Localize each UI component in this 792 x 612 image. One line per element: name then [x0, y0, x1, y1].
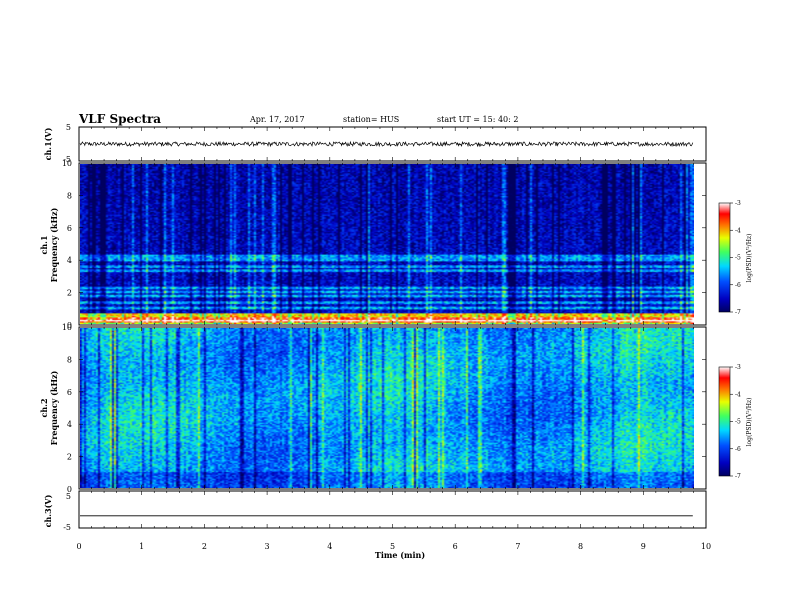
x-tick-label: 1 [139, 542, 144, 551]
station-label: station= HUS [343, 115, 399, 124]
ch1-spectrogram-panel: 0 2 4 6 8 10 ch.1 Frequency (kHz) [39, 159, 707, 330]
ch3-waveform-frame [78, 490, 707, 529]
ch1-waveform-ylabel: ch.1(V) [43, 127, 53, 160]
time-axis: 0 1 2 3 4 5 6 7 8 9 10 [76, 127, 711, 551]
y-tick-label: 6 [67, 388, 72, 397]
figure-title: VLF Spectra [78, 112, 161, 126]
ch1-waveform-panel: 5 -5 ch.1(V) [43, 123, 707, 164]
ch3-ytick-bottom: -5 [63, 523, 71, 532]
colorbar-tick-label: -3 [735, 364, 741, 371]
x-tick-label: 0 [76, 542, 81, 551]
colorbar-tick-label: -5 [735, 255, 741, 262]
ch1-colorbar-label: log(PSD)(V²/Hz) [746, 234, 753, 283]
y-tick-label: 10 [62, 159, 72, 168]
colorbar-tick-label: -5 [735, 419, 741, 426]
waveform-line [79, 140, 694, 148]
x-tick-label: 2 [202, 542, 207, 551]
start-time-label: start UT = 15: 40: 2 [437, 115, 518, 124]
ch3-waveform-ylabel: ch.3(V) [43, 494, 53, 527]
colorbar-tick-label: -7 [735, 473, 741, 480]
ch2-colorbar: -3 -4 -5 -6 -7 log(PSD)(V²/Hz) [718, 364, 753, 480]
colorbar-tick-label: -4 [735, 391, 741, 398]
ch1-colorbar-ticks: -3 -4 -5 -6 -7 [730, 200, 741, 316]
y-tick-label: 2 [67, 453, 72, 462]
colorbar-tick-label: -4 [735, 227, 741, 234]
colorbar-tick-label: -7 [735, 309, 741, 316]
ch1-colorbar-gradient [718, 202, 731, 313]
ch2-spectrogram-panel: 0 2 4 6 8 10 ch.2 Frequency (kHz) [39, 323, 707, 494]
y-tick-label: 4 [67, 256, 72, 265]
ch1-waveform-trace [79, 140, 694, 148]
ch2-spectrogram-ylabel-freq: Frequency (kHz) [49, 370, 59, 445]
ch1-ytick-top: 5 [66, 123, 71, 132]
colorbar-tick-label: -6 [735, 282, 741, 289]
colorbar-tick-label: -3 [735, 200, 741, 207]
ch2-spectrogram-yticks: 0 2 4 6 8 10 [62, 323, 706, 494]
y-tick-label: 4 [67, 420, 72, 429]
ch2-spectrogram-image [80, 328, 694, 488]
x-tick-label: 7 [515, 542, 520, 551]
ch1-spectrogram-ylabel-channel: ch.1 [39, 235, 49, 254]
x-tick-label: 4 [327, 542, 332, 551]
y-tick-label: 0 [67, 321, 72, 330]
y-tick-label: 8 [67, 355, 72, 364]
y-tick-label: 8 [67, 191, 72, 200]
ch1-ytick-bottom: -5 [63, 155, 71, 164]
x-tick-label: 9 [641, 542, 646, 551]
colorbar-tick-label: -6 [735, 446, 741, 453]
time-axis-label: Time (min) [375, 550, 425, 560]
ch2-colorbar-label: log(PSD)(V²/Hz) [746, 398, 753, 447]
x-tick-label: 10 [701, 542, 711, 551]
y-tick-label: 10 [62, 323, 72, 332]
date-label: Apr. 17, 2017 [249, 115, 305, 124]
ch1-spectrogram-yticks: 0 2 4 6 8 10 [62, 159, 706, 330]
y-tick-label: 6 [67, 224, 72, 233]
x-tick-label: 5 [390, 542, 395, 551]
ch1-spectrogram-image [80, 164, 694, 324]
ch3-ytick-top: 5 [66, 492, 71, 501]
x-tick-label: 6 [453, 542, 458, 551]
ch1-colorbar: -3 -4 -5 -6 -7 log(PSD)(V²/Hz) [718, 200, 753, 316]
ch1-waveform-frame [78, 126, 707, 162]
y-tick-label: 2 [67, 289, 72, 298]
ch1-spectrogram-ylabel-freq: Frequency (kHz) [49, 207, 59, 282]
ch2-colorbar-ticks: -3 -4 -5 -6 -7 [730, 364, 741, 480]
ch3-waveform-panel: 5 -5 ch.3(V) [43, 490, 707, 532]
x-tick-label: 8 [578, 542, 583, 551]
x-tick-label: 3 [265, 542, 270, 551]
ch2-colorbar-gradient [718, 366, 731, 477]
y-tick-label: 0 [67, 485, 72, 494]
ch2-spectrogram-ylabel-channel: ch.2 [39, 398, 49, 417]
